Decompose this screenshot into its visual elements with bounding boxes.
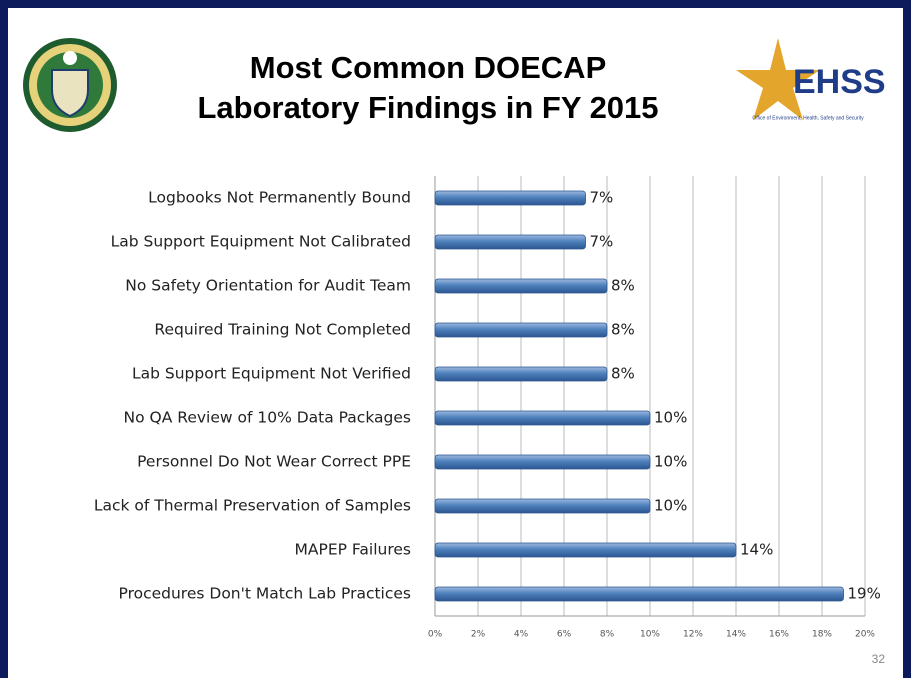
bar xyxy=(434,278,608,294)
y-tick-label: Lack of Thermal Preservation of Samples xyxy=(94,497,411,515)
value-label: 19% xyxy=(848,585,881,603)
y-tick-label: Required Training Not Completed xyxy=(154,321,411,339)
bar xyxy=(434,542,737,558)
y-tick-label: Lab Support Equipment Not Calibrated xyxy=(111,233,411,251)
x-tick-label: 0% xyxy=(428,630,443,640)
x-tick-label: 12% xyxy=(683,630,703,640)
y-tick-label: Personnel Do Not Wear Correct PPE xyxy=(137,453,411,471)
bar xyxy=(434,366,608,382)
y-tick-label: Procedures Don't Match Lab Practices xyxy=(119,585,412,603)
x-tick-label: 16% xyxy=(769,630,789,640)
chart-title: Most Common DOECAP Laboratory Findings i… xyxy=(197,50,659,125)
bar xyxy=(434,586,844,602)
bar xyxy=(434,190,586,206)
value-label: 10% xyxy=(654,453,687,471)
y-tick-label: MAPEP Failures xyxy=(295,541,411,559)
seal xyxy=(23,38,117,132)
x-tick-label: 4% xyxy=(514,630,529,640)
logo-name: EHSS xyxy=(793,63,886,101)
y-tick-label: No QA Review of 10% Data Packages xyxy=(124,409,411,427)
value-label: 8% xyxy=(611,321,635,339)
chart: EHSS Office of Environment, Health, Safe… xyxy=(23,38,886,640)
value-label: 7% xyxy=(590,233,614,251)
value-label: 8% xyxy=(611,365,635,383)
value-label: 10% xyxy=(654,497,687,515)
x-tick-label: 8% xyxy=(600,630,615,640)
bar xyxy=(434,454,651,470)
value-label: 10% xyxy=(654,409,687,427)
ehss-logo: EHSS Office of Environment, Health, Safe… xyxy=(736,38,886,121)
x-tick-label: 18% xyxy=(812,630,832,640)
x-tick-label: 20% xyxy=(855,630,875,640)
bar xyxy=(434,234,586,250)
y-tick-label: Lab Support Equipment Not Verified xyxy=(132,365,411,383)
x-tick-label: 6% xyxy=(557,630,572,640)
bar xyxy=(434,410,651,426)
y-tick-label: No Safety Orientation for Audit Team xyxy=(125,277,411,295)
x-tick-label: 10% xyxy=(640,630,660,640)
page-number: 32 xyxy=(871,652,885,666)
value-label: 8% xyxy=(611,277,635,295)
logo-caption: Office of Environment, Health, Safety an… xyxy=(752,115,864,121)
y-tick-label: Logbooks Not Permanently Bound xyxy=(148,189,411,207)
value-label: 7% xyxy=(590,189,614,207)
bar xyxy=(434,498,651,514)
x-tick-label: 2% xyxy=(471,630,486,640)
value-label: 14% xyxy=(740,541,773,559)
x-tick-label: 14% xyxy=(726,630,746,640)
bar xyxy=(434,322,608,338)
